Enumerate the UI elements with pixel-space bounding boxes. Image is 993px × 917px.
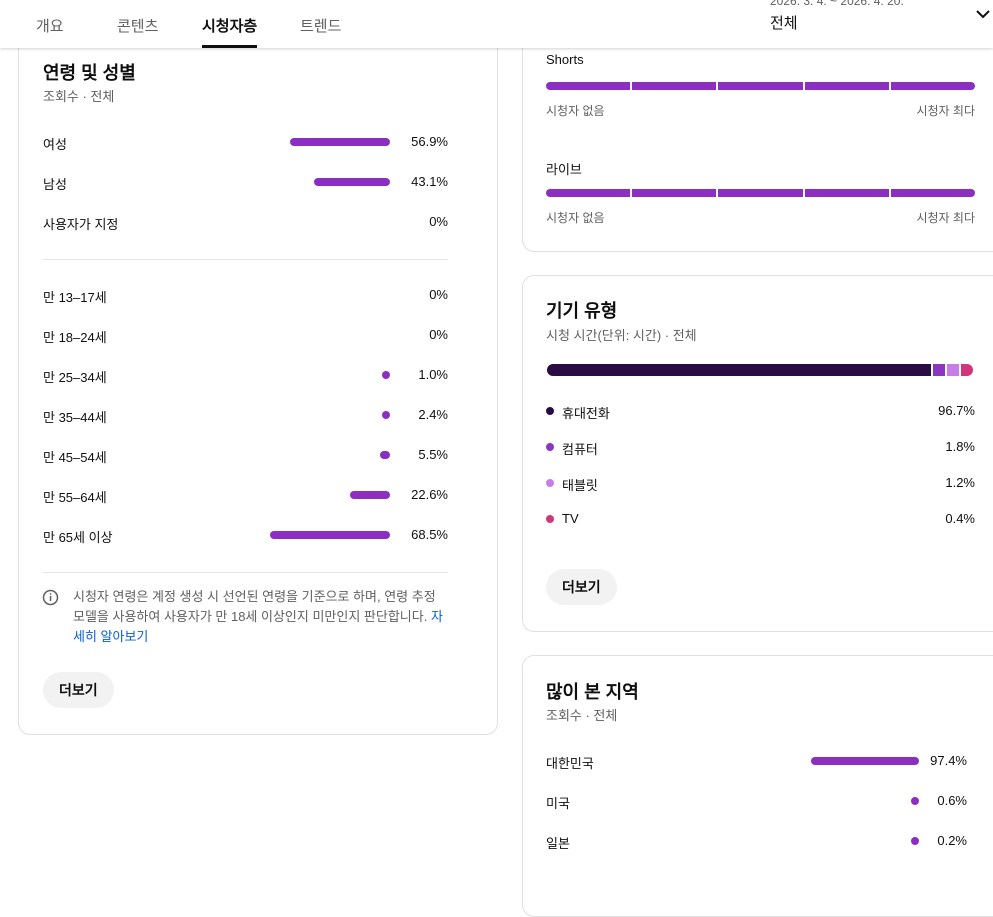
- card-subtitle: 시청 시간(단위: 시간) · 전체: [546, 328, 697, 343]
- row-label: 만 18–24세: [43, 330, 107, 345]
- row-label: 대한민국: [546, 756, 594, 771]
- device-label: 태블릿: [562, 478, 598, 493]
- row-value: 0%: [429, 287, 448, 302]
- device-segment: [961, 364, 973, 376]
- chevron[interactable]: [975, 8, 991, 22]
- device-value: 1.8%: [945, 439, 975, 454]
- format-segment: [718, 189, 803, 197]
- legend-dot: [546, 515, 554, 523]
- row-value: 0.2%: [937, 833, 967, 848]
- bar: [380, 451, 390, 459]
- format-label: Shorts: [546, 52, 584, 67]
- row-label: 만 25–34세: [43, 370, 107, 385]
- divider: [43, 572, 448, 573]
- legend-dot: [546, 479, 554, 487]
- max-label: 시청자 최다: [916, 104, 975, 118]
- tab[interactable]: 개요: [36, 18, 64, 35]
- min-label: 시청자 없음: [546, 211, 605, 225]
- device-value: 0.4%: [945, 511, 975, 526]
- bar: [290, 138, 390, 146]
- row-value: 0%: [429, 214, 448, 229]
- format-segment: [632, 189, 717, 197]
- format-segment: [632, 82, 717, 90]
- card-title: 많이 본 지역: [546, 682, 639, 702]
- row-value: 22.6%: [411, 487, 448, 502]
- format-segment: [890, 189, 975, 197]
- row-label: 만 45–54세: [43, 450, 107, 465]
- row-label: 남성: [43, 177, 67, 192]
- divider: [43, 259, 448, 260]
- row-value: 68.5%: [411, 527, 448, 542]
- bar-dot: [382, 371, 390, 379]
- format-segment: [546, 82, 631, 90]
- tab[interactable]: 트렌드: [300, 18, 342, 35]
- row-value: 0.6%: [937, 793, 967, 808]
- scope[interactable]: 전체: [770, 15, 798, 32]
- row-value: 43.1%: [411, 174, 448, 189]
- learn-more-link[interactable]: 자세히 알아보기: [73, 609, 443, 644]
- row-value: 1.0%: [418, 367, 448, 382]
- more-button[interactable]: 더보기: [43, 672, 114, 708]
- row-label: 만 65세 이상: [43, 530, 113, 545]
- note: 시청자 연령은 계정 생성 시 선언된 연령을 기준으로 하며, 연령 추정 모…: [73, 589, 443, 644]
- legend-dot: [546, 443, 554, 451]
- age-gender-card: [18, 0, 498, 735]
- device-value: 1.2%: [945, 475, 975, 490]
- format-segment: [804, 189, 889, 197]
- row-value: 0%: [429, 327, 448, 342]
- row-value: 97.4%: [930, 753, 967, 768]
- row-label: 사용자가 지정: [43, 217, 119, 232]
- bar-dot: [911, 837, 919, 845]
- device-label: 컴퓨터: [562, 442, 598, 457]
- card-title: 연령 및 성별: [43, 63, 136, 83]
- device-segment: [933, 364, 945, 376]
- bar-dot: [911, 797, 919, 805]
- device-segment: [947, 364, 959, 376]
- date-range: 2026. 3. 4. ~ 2026. 4. 20.: [770, 0, 904, 8]
- device-value: 96.7%: [938, 403, 975, 418]
- tab-underline: [202, 45, 257, 48]
- bar: [810, 757, 919, 765]
- tab[interactable]: 콘텐츠: [117, 18, 159, 35]
- header: 2026. 3. 4. ~ 2026. 4. 20. 전체 개요 콘텐츠 시청자층 트…: [0, 0, 993, 48]
- info-icon[interactable]: [42, 589, 59, 606]
- bar: [350, 491, 390, 499]
- row-value: 2.4%: [418, 407, 448, 422]
- row-value: 56.9%: [411, 134, 448, 149]
- card-subtitle: 조회수 · 전체: [43, 89, 115, 104]
- format-label: 라이브: [546, 162, 582, 177]
- device-segment: [547, 364, 931, 376]
- row-label: 만 55–64세: [43, 490, 107, 505]
- row-value: 5.5%: [418, 447, 448, 462]
- more-button[interactable]: 더보기: [546, 569, 617, 605]
- max-label: 시청자 최다: [916, 211, 975, 225]
- row-label: 만 13–17세: [43, 290, 107, 305]
- tab[interactable]: 시청자층: [202, 18, 258, 35]
- row-label: 미국: [546, 796, 570, 811]
- min-label: 시청자 없음: [546, 104, 605, 118]
- format-segment: [718, 82, 803, 90]
- bar: [269, 531, 390, 539]
- device-label: 휴대전화: [562, 406, 610, 421]
- bar-dot: [382, 411, 390, 419]
- format-segment: [890, 82, 975, 90]
- device-label: TV: [562, 511, 579, 526]
- card-subtitle: 조회수 · 전체: [546, 708, 618, 723]
- row-label: 여성: [43, 137, 67, 152]
- format-segment: [546, 189, 631, 197]
- bar: [314, 178, 390, 186]
- format-segment: [804, 82, 889, 90]
- legend-dot: [546, 407, 554, 415]
- row-label: 일본: [546, 836, 570, 851]
- row-label: 만 35–44세: [43, 410, 107, 425]
- card-title: 기기 유형: [546, 301, 618, 321]
